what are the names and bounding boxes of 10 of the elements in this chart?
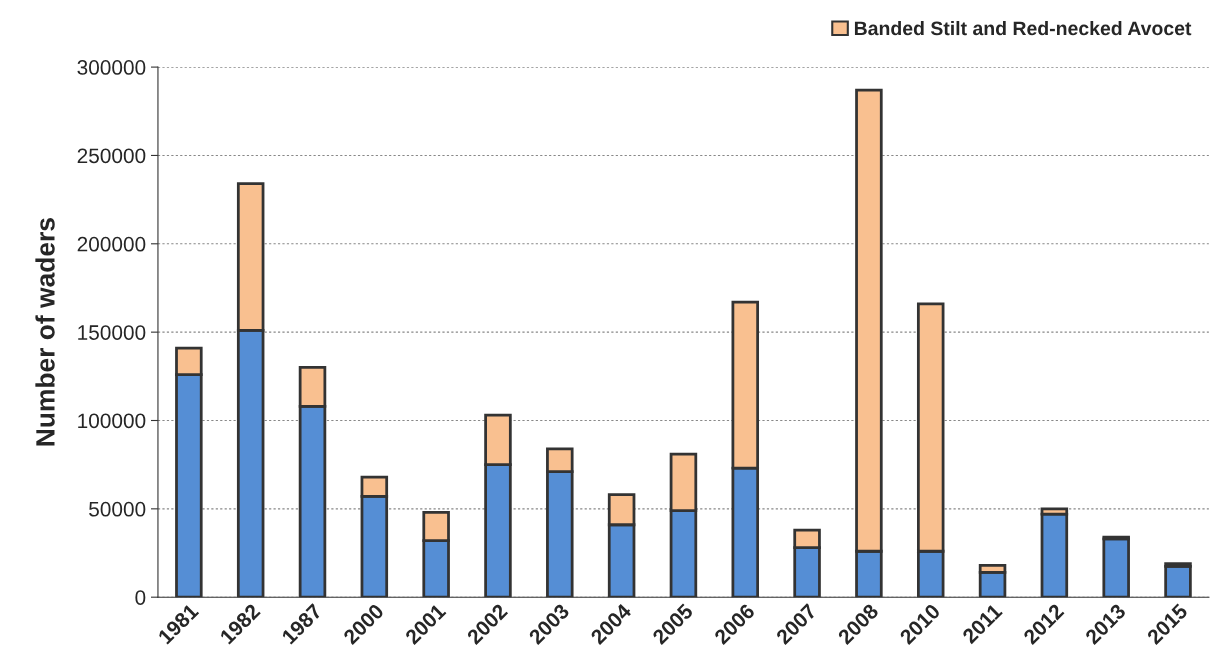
legend-label: Banded Stilt and Red-necked Avocet <box>854 20 1192 36</box>
y-tick-label: 250000 <box>77 148 146 164</box>
y-tick-label: 300000 <box>77 60 146 75</box>
y-tick-label: 50000 <box>89 501 146 517</box>
y-tick-label: 100000 <box>78 413 146 429</box>
y-tick-label: 200000 <box>77 236 146 252</box>
y-tick-label: 0 <box>135 590 146 605</box>
y-axis-title: Number of waders <box>35 218 55 446</box>
y-tick-label: 150000 <box>78 325 146 340</box>
bar <box>1102 537 1130 598</box>
